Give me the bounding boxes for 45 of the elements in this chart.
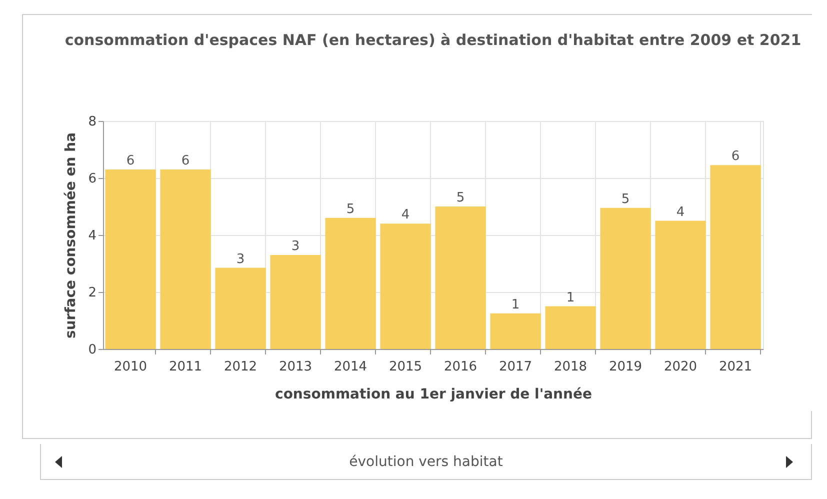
x-tick-label: 2019 bbox=[608, 360, 642, 374]
data-label: 5 bbox=[456, 190, 465, 206]
data-label: 4 bbox=[676, 204, 685, 220]
x-tick-label: 2021 bbox=[718, 360, 752, 374]
bar bbox=[545, 306, 596, 349]
data-label: 1 bbox=[511, 297, 520, 312]
x-tick-label: 2010 bbox=[114, 360, 148, 374]
x-axis-title: consommation au 1er janvier de l'année bbox=[275, 386, 592, 402]
x-tick-label: 2016 bbox=[444, 360, 478, 374]
bar bbox=[160, 169, 211, 349]
bar bbox=[380, 224, 431, 349]
bar bbox=[600, 208, 651, 349]
data-label: 4 bbox=[401, 208, 410, 223]
bar bbox=[655, 220, 706, 349]
y-tick-label: 8 bbox=[88, 114, 96, 130]
chart-title: consommation d'espaces NAF (en hectares) à destination d'habitat entre 2009 et 2021 bbox=[64, 31, 802, 49]
x-tick-label: 2018 bbox=[554, 360, 588, 374]
bar bbox=[215, 268, 266, 349]
data-label: 1 bbox=[566, 290, 575, 306]
data-label: 3 bbox=[236, 252, 245, 267]
x-tick-label: 2015 bbox=[388, 360, 422, 374]
bar bbox=[490, 313, 541, 349]
x-tick-label: 2013 bbox=[278, 360, 312, 374]
x-tick-label: 2011 bbox=[168, 360, 202, 374]
data-label: 5 bbox=[346, 202, 355, 217]
data-label: 6 bbox=[731, 149, 740, 164]
y-tick-label: 2 bbox=[88, 286, 96, 300]
text: évolution vers habitat bbox=[349, 454, 503, 470]
x-tick-label: 2017 bbox=[498, 360, 532, 374]
data-label: 3 bbox=[291, 238, 300, 254]
x-tick-label: 2020 bbox=[664, 360, 698, 374]
x-tick-label: 2014 bbox=[334, 360, 368, 374]
data-label: 6 bbox=[181, 153, 190, 168]
y-tick-label: 4 bbox=[88, 228, 96, 244]
x-tick-label: 2012 bbox=[224, 360, 258, 374]
bar bbox=[435, 206, 486, 349]
y-axis-title: surface consommée en ha bbox=[63, 132, 80, 339]
y-tick-label: 6 bbox=[88, 172, 96, 186]
bar bbox=[270, 254, 321, 349]
data-label: 5 bbox=[621, 192, 630, 207]
y-tick-label: 0 bbox=[88, 342, 96, 358]
bar bbox=[710, 165, 761, 349]
bar bbox=[325, 218, 376, 349]
data-label: 6 bbox=[126, 153, 135, 168]
bar bbox=[105, 169, 156, 349]
